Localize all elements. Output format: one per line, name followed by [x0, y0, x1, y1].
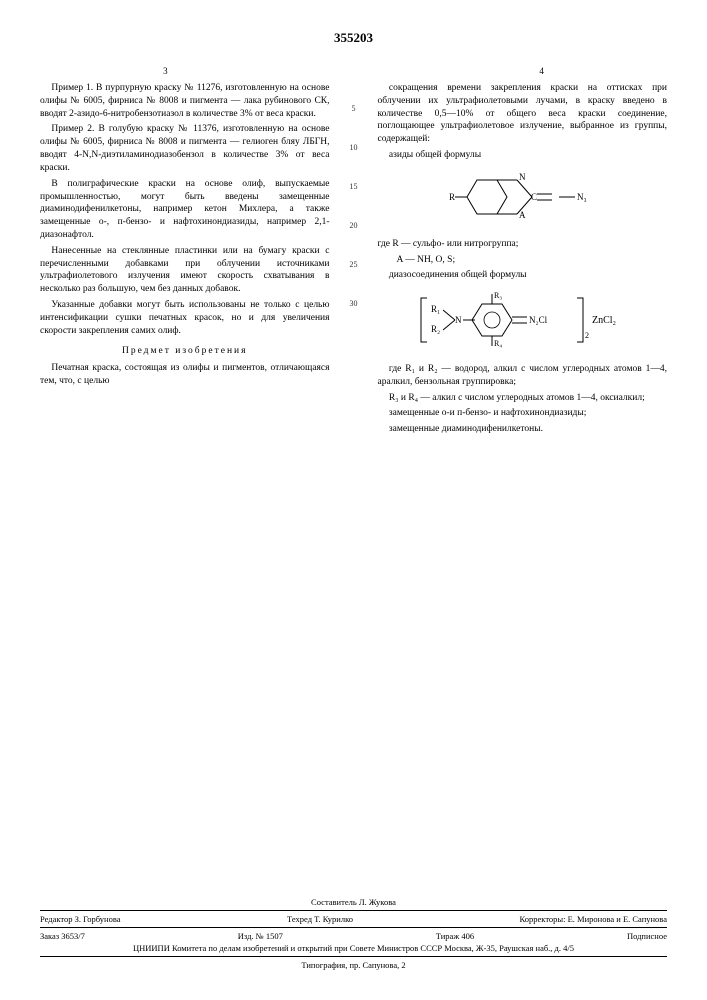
svg-text:R₂: R₂: [431, 324, 440, 334]
column-numbers: 3 4: [40, 66, 667, 76]
example-1: Пример 1. В пурпурную краску № 11276, из…: [40, 82, 330, 120]
svg-text:R₃: R₃: [494, 291, 502, 300]
text-columns: Пример 1. В пурпурную краску № 11276, из…: [40, 82, 667, 439]
svg-text:A: A: [519, 210, 526, 220]
list-item: замещенные диаминодифенилкетоны.: [378, 423, 668, 436]
paragraph: Нанесенные на стеклянные пластинки или н…: [40, 245, 330, 296]
typography: Типография, пр. Сапунова, 2: [40, 960, 667, 970]
ruler-mark: 25: [348, 260, 360, 269]
example-2: Пример 2. В голубую краску № 11376, изго…: [40, 123, 330, 174]
where-clause: R₃ и R₄ — алкил с числом углеродных атом…: [378, 392, 668, 405]
svg-text:N₃: N₃: [577, 192, 587, 202]
col-num-right: 4: [416, 66, 667, 76]
svg-text:N: N: [519, 172, 526, 182]
where-clause: где R — сульфо- или нитрогруппа;: [378, 238, 668, 251]
imprint-footer: Составитель Л. Жукова Редактор З. Горбун…: [40, 897, 667, 970]
svg-text:R: R: [449, 192, 455, 202]
svg-text:R₄: R₄: [494, 339, 502, 348]
ruler-mark: 30: [348, 299, 360, 308]
line-ruler: 5 10 15 20 25 30: [348, 82, 360, 439]
where-clause: где R₁ и R₂ — водород, алкил с числом уг…: [378, 363, 668, 389]
left-column: Пример 1. В пурпурную краску № 11276, из…: [40, 82, 330, 439]
edition-number: Изд. № 1507: [238, 931, 283, 941]
paragraph: В полиграфические краски на основе олиф,…: [40, 178, 330, 242]
editor: Редактор З. Горбунова: [40, 914, 121, 924]
ruler-mark: 20: [348, 221, 360, 230]
ruler-mark: 5: [348, 104, 360, 113]
svg-text:2: 2: [585, 331, 589, 340]
paragraph: Указанные добавки могут быть использован…: [40, 299, 330, 337]
compiler: Составитель Л. Жукова: [40, 897, 667, 907]
subject-heading: Предмет изобретения: [40, 345, 330, 358]
organization: ЦНИИПИ Комитета по делам изобретений и о…: [40, 943, 667, 953]
techred: Техред Т. Курилко: [287, 914, 353, 924]
formula-intro: азиды общей формулы: [378, 149, 668, 162]
ruler-mark: 15: [348, 182, 360, 191]
right-column: сокращения времени закрепления краски на…: [378, 82, 668, 439]
svg-text:N: N: [455, 315, 462, 325]
claim-continuation: сокращения времени закрепления краски на…: [378, 82, 668, 146]
chemical-formula-1: R N A C N₃: [378, 170, 668, 230]
order-number: Заказ 3653/7: [40, 931, 85, 941]
print-run: Тираж 406: [436, 931, 474, 941]
document-number: 355203: [40, 30, 667, 46]
list-item: замещенные о-и п-бензо- и нафтохинондиаз…: [378, 407, 668, 420]
svg-text:N₂Cl: N₂Cl: [529, 315, 548, 325]
subscription: Подписное: [627, 931, 667, 941]
chemical-formula-2: R₁ R₂ N R₃ R₄ N₂Cl 2 ZnCl₂: [378, 290, 668, 355]
formula-intro: диазосоединения общей формулы: [378, 269, 668, 282]
svg-text:R₁: R₁: [431, 304, 440, 314]
svg-text:ZnCl₂: ZnCl₂: [592, 315, 616, 326]
ruler-mark: 10: [348, 143, 360, 152]
patent-page: 355203 3 4 Пример 1. В пурпурную краску …: [0, 0, 707, 1000]
claim-text: Печатная краска, состоящая из олифы и пи…: [40, 362, 330, 388]
col-num-left: 3: [40, 66, 291, 76]
corrector: Корректоры: Е. Миронова и Е. Сапунова: [520, 914, 667, 924]
where-clause: A — NH, O, S;: [378, 254, 668, 267]
svg-text:C: C: [531, 192, 537, 202]
